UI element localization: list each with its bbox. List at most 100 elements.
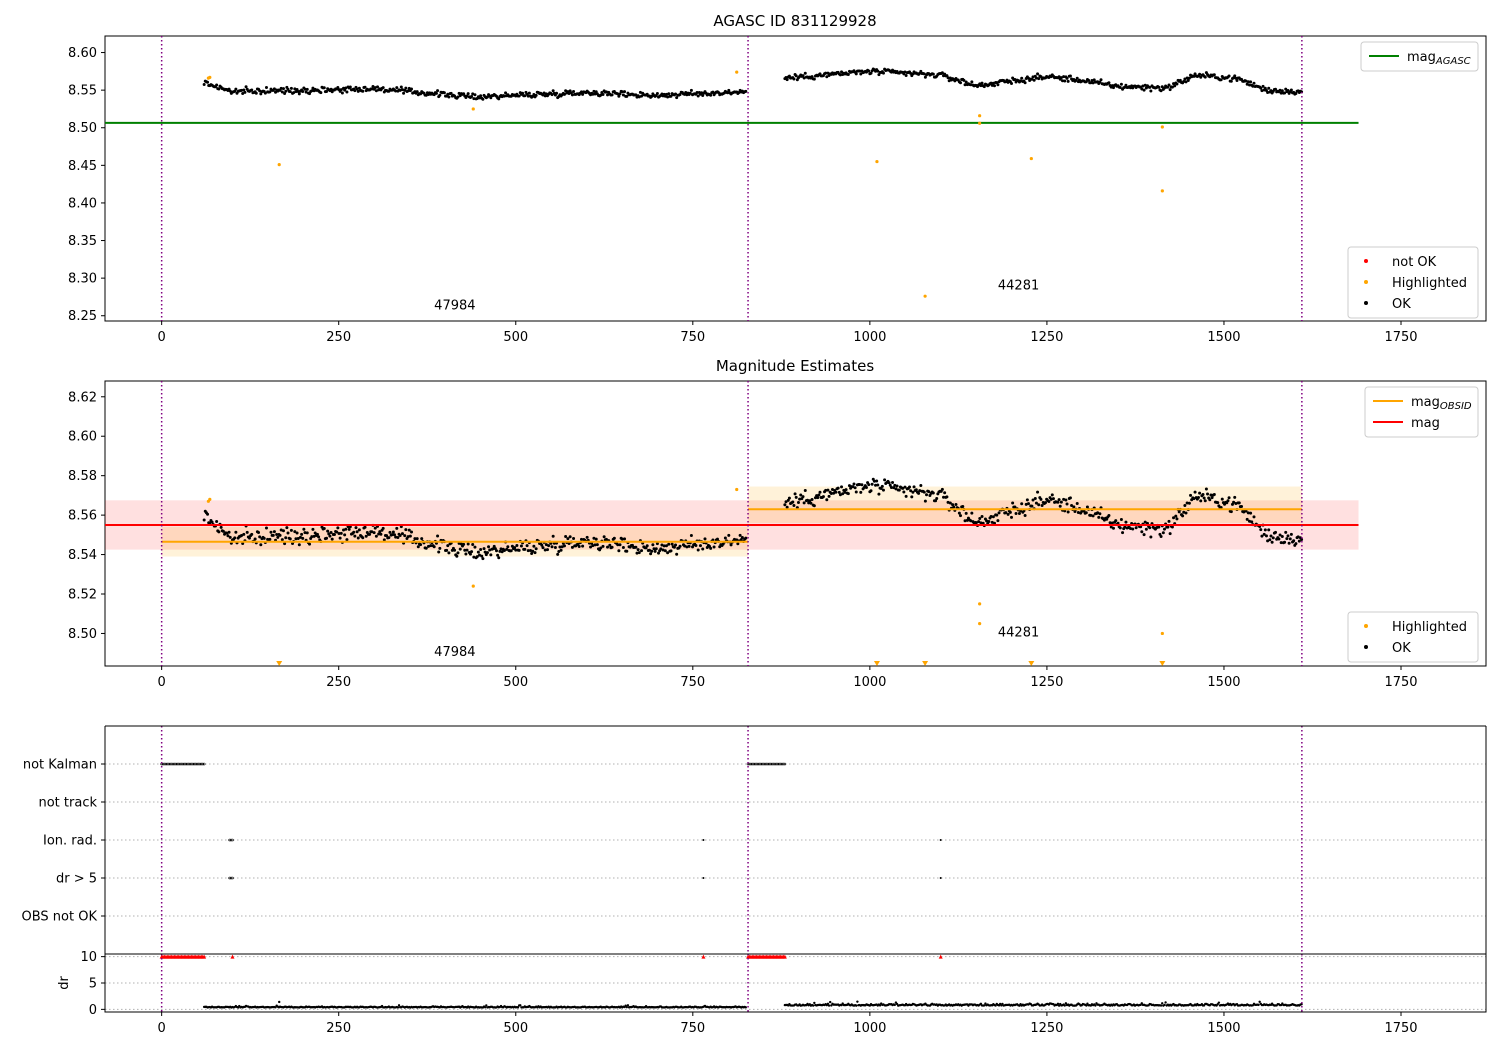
ok-data-point (1172, 82, 1176, 86)
ok-data-point (852, 482, 856, 486)
ok-data-point (961, 504, 965, 508)
ok-data-point (523, 547, 527, 551)
ok-data-point (449, 91, 453, 95)
ok-data-point (1124, 520, 1128, 524)
ok-data-point (438, 93, 442, 97)
flag-marker (202, 762, 206, 766)
ok-data-point (1098, 512, 1102, 516)
ok-data-point (946, 76, 950, 80)
ok-data-point (738, 533, 742, 537)
ok-data-point (355, 87, 359, 91)
y-tick-label: 8.50 (68, 121, 97, 136)
ok-data-point (419, 92, 423, 96)
ok-data-point (653, 549, 657, 553)
ok-data-point (489, 553, 493, 557)
ok-data-point (825, 75, 829, 79)
ok-data-point (328, 534, 332, 538)
ok-data-point (1192, 497, 1196, 501)
ok-data-point (240, 533, 244, 537)
ok-data-point (1249, 80, 1253, 84)
ok-data-point (621, 545, 625, 549)
ok-data-point (437, 550, 441, 554)
ok-data-point (604, 537, 608, 541)
ok-data-point (293, 87, 297, 91)
ok-data-point (604, 90, 608, 94)
ok-data-point (1008, 510, 1012, 514)
flag-marker (762, 762, 765, 766)
legend-box (1347, 246, 1479, 319)
ok-data-point (979, 84, 983, 88)
ok-data-point (497, 97, 501, 101)
highlighted-data-point (471, 584, 475, 588)
dr-clipped-marker (230, 954, 235, 959)
x-tick-label: 1500 (1207, 330, 1240, 345)
ok-data-point (1032, 78, 1036, 82)
ok-data-point (1026, 76, 1030, 80)
ok-data-point (1274, 530, 1278, 534)
ok-data-point (674, 543, 678, 547)
ok-data-point (523, 94, 527, 98)
dr-data-point (744, 1006, 747, 1009)
ok-data-point (1172, 516, 1176, 520)
ok-data-point (296, 537, 300, 541)
ok-data-point (1074, 78, 1078, 82)
ok-data-point (513, 546, 517, 550)
ok-data-point (1149, 89, 1153, 93)
ok-data-point (517, 548, 521, 552)
y-tick-label: 8.55 (68, 84, 97, 99)
ok-data-point (521, 91, 525, 95)
ok-data-point (1059, 76, 1063, 80)
ok-data-point (553, 546, 557, 550)
flag-marker (201, 762, 205, 766)
ok-data-point (242, 532, 246, 536)
dr-data-point (813, 1001, 816, 1005)
ok-data-point (846, 72, 850, 76)
ok-data-point (1143, 520, 1147, 524)
flag-marker (229, 838, 233, 842)
legend-label: OK (1392, 641, 1411, 656)
ok-data-point (595, 543, 599, 547)
highlighted-data-point (978, 121, 982, 125)
dr-axis-label: dr (57, 976, 72, 990)
ok-data-point (1157, 525, 1161, 529)
flag-marker (200, 762, 203, 766)
ok-data-point (557, 549, 561, 553)
ok-data-point (345, 538, 349, 542)
ok-data-point (245, 530, 249, 534)
ok-data-point (1036, 72, 1040, 76)
ok-data-point (1220, 497, 1224, 501)
ok-data-point (1107, 81, 1111, 85)
ok-data-point (264, 526, 268, 530)
ok-data-point (487, 545, 491, 549)
ok-data-point (1124, 83, 1128, 87)
ok-data-point (272, 87, 276, 91)
dr-data-point (812, 1004, 815, 1007)
ok-data-point (1066, 510, 1070, 514)
ok-data-point (1157, 85, 1161, 89)
flag-marker (758, 762, 761, 766)
ok-data-point (1279, 91, 1283, 95)
dr-data-point (1161, 1002, 1164, 1005)
ok-data-point (1064, 498, 1068, 502)
ok-data-point (579, 90, 583, 94)
ok-data-point (645, 544, 649, 548)
ok-data-point (294, 537, 298, 541)
dr-data-point (1064, 1002, 1068, 1005)
ok-data-point (313, 531, 317, 535)
ok-data-point (284, 89, 288, 93)
ok-data-point (339, 88, 343, 92)
ok-data-point (268, 90, 272, 94)
ok-data-point (978, 516, 982, 520)
ok-data-point (457, 91, 461, 95)
ok-data-point (402, 91, 406, 95)
ok-data-point (403, 534, 407, 538)
ok-data-point (377, 532, 381, 536)
ok-data-point (785, 505, 789, 509)
ok-data-point (620, 90, 624, 94)
ok-data-point (1004, 511, 1008, 515)
ok-data-point (424, 546, 428, 550)
ok-data-point (799, 493, 803, 497)
ok-data-point (1105, 517, 1109, 521)
x-tick-label: 1250 (1030, 675, 1063, 690)
